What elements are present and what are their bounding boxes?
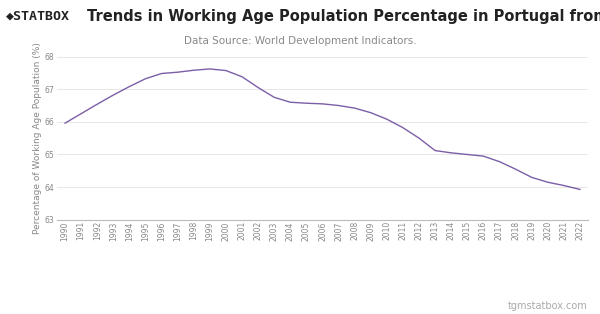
Text: Trends in Working Age Population Percentage in Portugal from 1990 to 2022: Trends in Working Age Population Percent… <box>87 9 600 24</box>
Text: ◆STATBOX: ◆STATBOX <box>6 9 70 22</box>
Text: tgmstatbox.com: tgmstatbox.com <box>508 301 588 311</box>
Y-axis label: Percentage of Working Age Population (%): Percentage of Working Age Population (%) <box>32 42 41 234</box>
Text: Data Source: World Development Indicators.: Data Source: World Development Indicator… <box>184 36 416 46</box>
